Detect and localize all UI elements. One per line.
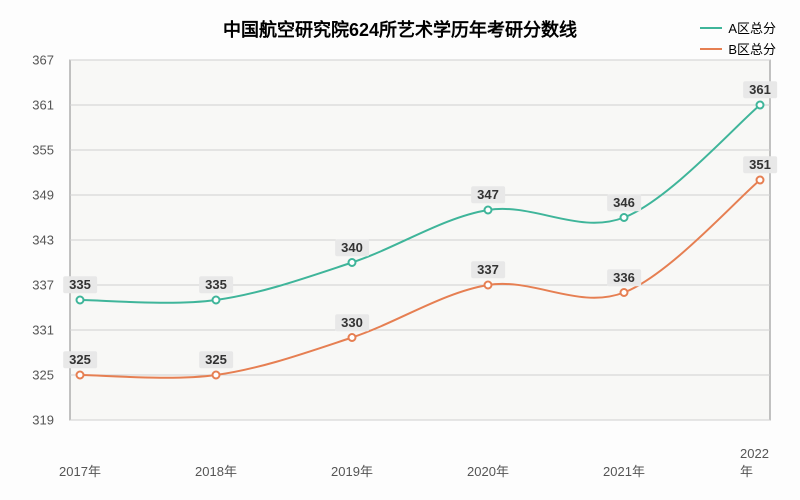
y-tick-label: 361: [20, 98, 54, 113]
chart-title: 中国航空研究院624所艺术学历年考研分数线: [0, 16, 800, 42]
x-tick-label: 2022年: [740, 446, 780, 480]
chart-container: 中国航空研究院624所艺术学历年考研分数线 A区总分B区总分 319325331…: [0, 0, 800, 500]
legend-line-icon: [700, 27, 722, 29]
data-point-label: 335: [199, 276, 233, 293]
data-point-label: 336: [607, 269, 641, 286]
data-point-label: 330: [335, 314, 369, 331]
data-point-label: 361: [743, 81, 777, 98]
y-tick-label: 349: [20, 188, 54, 203]
y-tick-label: 337: [20, 278, 54, 293]
x-tick-label: 2021年: [603, 461, 645, 480]
data-point-label: 325: [199, 351, 233, 368]
y-tick-label: 355: [20, 143, 54, 158]
legend-label: A区总分: [728, 18, 776, 37]
data-point-label: 346: [607, 194, 641, 211]
data-point-label: 325: [63, 351, 97, 368]
data-point-label: 335: [63, 276, 97, 293]
data-point-label: 340: [335, 239, 369, 256]
plot-area: [60, 50, 780, 450]
x-tick-label: 2018年: [195, 461, 237, 480]
x-tick-label: 2017年: [59, 461, 101, 480]
data-point-label: 351: [743, 156, 777, 173]
x-tick-label: 2019年: [331, 461, 373, 480]
plot-svg: [60, 50, 780, 450]
legend-item: A区总分: [700, 18, 776, 37]
y-tick-label: 343: [20, 233, 54, 248]
data-point-label: 347: [471, 186, 505, 203]
y-tick-label: 325: [20, 368, 54, 383]
y-tick-label: 331: [20, 323, 54, 338]
x-tick-label: 2020年: [467, 461, 509, 480]
y-tick-label: 367: [20, 53, 54, 68]
data-point-label: 337: [471, 261, 505, 278]
y-tick-label: 319: [20, 413, 54, 428]
